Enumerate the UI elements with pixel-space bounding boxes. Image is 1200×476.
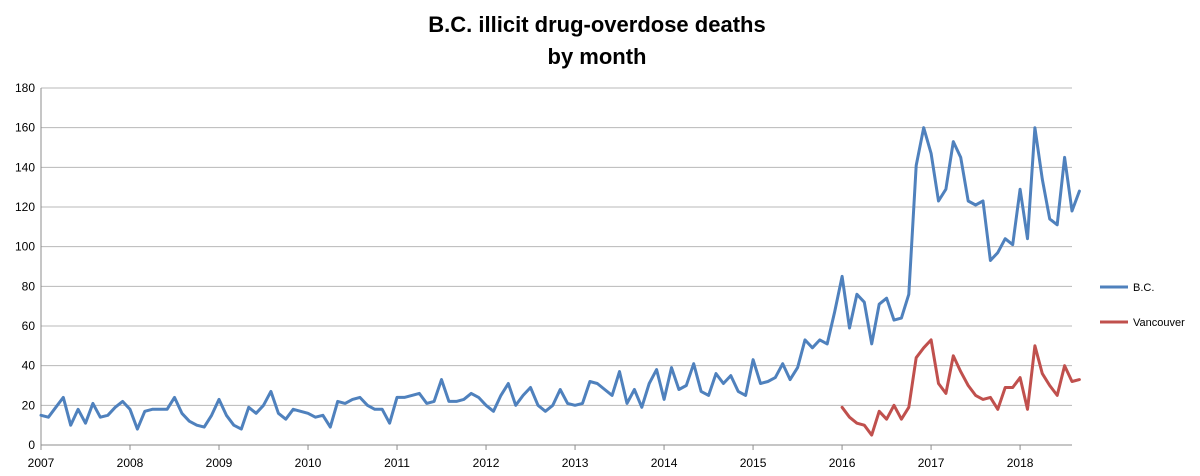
x-tick-label-2014: 2014 bbox=[651, 456, 678, 470]
y-tick-label-40: 40 bbox=[22, 359, 36, 373]
axes: 0 20 40 60 80 100 120 140 160 180 2007 2008 2009 2010… bbox=[15, 81, 1072, 470]
legend-label-b-c: B.C. bbox=[1133, 282, 1154, 294]
legend-label-vancouver: Vancouver bbox=[1133, 317, 1185, 329]
x-tick-label-2018: 2018 bbox=[1007, 456, 1034, 470]
chart-title-line-1: B.C. illicit drug-overdose deaths bbox=[428, 12, 765, 37]
x-tick-label-2017: 2017 bbox=[918, 456, 945, 470]
y-tick-label-100: 100 bbox=[15, 240, 35, 254]
x-tick-label-2010: 2010 bbox=[295, 456, 322, 470]
x-tick-label-2016: 2016 bbox=[829, 456, 856, 470]
x-tick-label-2013: 2013 bbox=[562, 456, 589, 470]
chart-title-line-2: by month bbox=[548, 44, 647, 69]
x-tick-label-2009: 2009 bbox=[206, 456, 233, 470]
x-tick-label-2007: 2007 bbox=[28, 456, 55, 470]
y-tick-label-0: 0 bbox=[28, 438, 35, 452]
y-tick-label-180: 180 bbox=[15, 81, 35, 95]
legend: B.C. Vancouver bbox=[1100, 282, 1185, 329]
y-tick-label-80: 80 bbox=[22, 279, 36, 293]
y-tick-label-60: 60 bbox=[22, 319, 36, 333]
y-tick-label-20: 20 bbox=[22, 398, 36, 412]
y-tick-label-160: 160 bbox=[15, 121, 35, 135]
y-tick-label-120: 120 bbox=[15, 200, 35, 214]
x-tick-label-2008: 2008 bbox=[117, 456, 144, 470]
x-tick-label-2012: 2012 bbox=[473, 456, 500, 470]
y-tick-label-140: 140 bbox=[15, 160, 35, 174]
series-lines bbox=[39, 126, 1081, 437]
x-tick-label-2015: 2015 bbox=[740, 456, 767, 470]
gridlines bbox=[41, 87, 1072, 406]
x-tick-label-2011: 2011 bbox=[384, 456, 410, 470]
series-line-vancouver bbox=[840, 338, 1081, 437]
series-line-b-c bbox=[39, 126, 1081, 431]
